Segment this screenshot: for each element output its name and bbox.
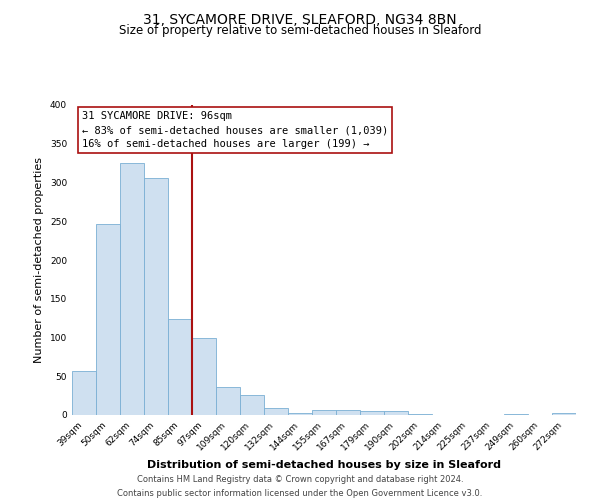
Bar: [120, 163, 144, 415]
Bar: [288, 412, 312, 415]
Bar: [360, 411, 384, 415]
Bar: [312, 410, 336, 415]
Bar: [144, 178, 168, 415]
Bar: [168, 319, 192, 415]
Y-axis label: Number of semi-detached properties: Number of semi-detached properties: [34, 157, 44, 363]
Bar: [336, 410, 360, 415]
Text: 31 SYCAMORE DRIVE: 96sqm
← 83% of semi-detached houses are smaller (1,039)
16% o: 31 SYCAMORE DRIVE: 96sqm ← 83% of semi-d…: [82, 111, 388, 149]
Text: Size of property relative to semi-detached houses in Sleaford: Size of property relative to semi-detach…: [119, 24, 481, 37]
Text: 31, SYCAMORE DRIVE, SLEAFORD, NG34 8BN: 31, SYCAMORE DRIVE, SLEAFORD, NG34 8BN: [143, 12, 457, 26]
X-axis label: Distribution of semi-detached houses by size in Sleaford: Distribution of semi-detached houses by …: [147, 460, 501, 470]
Bar: [216, 387, 240, 415]
Bar: [264, 408, 288, 415]
Bar: [72, 371, 96, 415]
Bar: [240, 395, 264, 415]
Bar: [552, 412, 576, 415]
Bar: [408, 414, 432, 415]
Bar: [192, 338, 216, 415]
Text: Contains HM Land Registry data © Crown copyright and database right 2024.
Contai: Contains HM Land Registry data © Crown c…: [118, 476, 482, 498]
Bar: [384, 411, 408, 415]
Bar: [96, 224, 120, 415]
Bar: [504, 414, 528, 415]
